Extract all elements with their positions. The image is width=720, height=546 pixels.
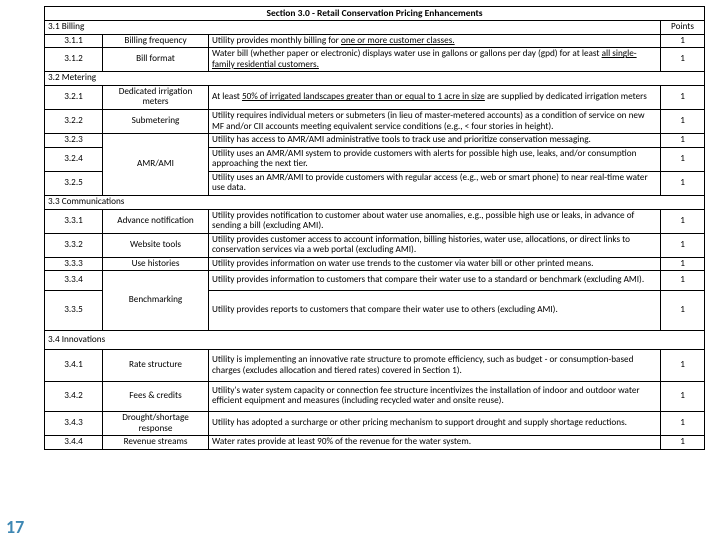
points-header: Points	[661, 20, 705, 34]
row-num: 3.3.4	[45, 271, 103, 291]
row-342: 3.4.2 Fees & credits Utility's water sys…	[45, 381, 705, 411]
row-desc: Utility requires individual meters or su…	[209, 109, 661, 133]
row-label: Advance notification	[103, 209, 209, 233]
row-num: 3.2.2	[45, 109, 103, 133]
desc-text2: are supplied by dedicated irrigation met…	[485, 91, 647, 102]
row-label: Dedicated irrigation meters	[103, 85, 209, 109]
pricing-table: Section 3.0 - Retail Conservation Pricin…	[44, 6, 705, 450]
page: 17 Section 3.0 - Retail Conservation Pri…	[0, 6, 720, 546]
row-343: 3.4.3 Drought/shortage response Utility …	[45, 411, 705, 435]
row-331: 3.3.1 Advance notification Utility provi…	[45, 209, 705, 233]
row-label: Revenue streams	[103, 436, 209, 450]
section-32-header: 3.2 Metering	[45, 72, 705, 86]
row-num: 3.1.2	[45, 48, 103, 72]
row-pts: 1	[661, 271, 705, 291]
row-332: 3.3.2 Website tools Utility provides cus…	[45, 233, 705, 257]
row-num: 3.4.4	[45, 436, 103, 450]
page-number: 17	[6, 516, 24, 538]
row-desc: Utility provides information to customer…	[209, 271, 661, 291]
row-num: 3.2.4	[45, 147, 103, 171]
row-312: 3.1.2 Bill format Water bill (whether pa…	[45, 48, 705, 72]
row-label: Rate structure	[103, 350, 209, 382]
row-label: Bill format	[103, 48, 209, 72]
row-pts: 1	[661, 291, 705, 331]
row-323: 3.2.3 AMR/AMI Utility has access to AMR/…	[45, 134, 705, 148]
row-num: 3.2.5	[45, 171, 103, 195]
row-pts: 1	[661, 209, 705, 233]
row-num: 3.4.3	[45, 411, 103, 435]
row-pts: 1	[661, 147, 705, 171]
row-num: 3.2.3	[45, 134, 103, 148]
row-pts: 1	[661, 171, 705, 195]
row-desc: Utility has adopted a surcharge or other…	[209, 411, 661, 435]
section-34-header: 3.4 Innovations	[45, 330, 705, 350]
table-title: Section 3.0 - Retail Conservation Pricin…	[45, 7, 705, 21]
row-num: 3.3.2	[45, 233, 103, 257]
row-num: 3.4.2	[45, 381, 103, 411]
section-31-header: 3.1 Billing Points	[45, 20, 705, 34]
row-label: Benchmarking	[103, 271, 209, 330]
row-num: 3.2.1	[45, 85, 103, 109]
row-pts: 1	[661, 233, 705, 257]
row-desc: At least 50% of irrigated landscapes gre…	[209, 85, 661, 109]
section-31-label: 3.1 Billing	[45, 20, 661, 34]
row-desc: Water bill (whether paper or electronic)…	[209, 48, 661, 72]
row-desc: Utility is implementing an innovative ra…	[209, 350, 661, 382]
row-label: Website tools	[103, 233, 209, 257]
row-pts: 1	[661, 134, 705, 148]
row-pts: 1	[661, 109, 705, 133]
title-row: Section 3.0 - Retail Conservation Pricin…	[45, 7, 705, 21]
row-desc: Utility's water system capacity or conne…	[209, 381, 661, 411]
section-33-header: 3.3 Communications	[45, 196, 705, 210]
desc-underline: one or more customer classes.	[341, 35, 455, 46]
row-label: AMR/AMI	[103, 134, 209, 196]
section-34-label: 3.4 Innovations	[45, 330, 705, 350]
row-desc: Water rates provide at least 90% of the …	[209, 436, 661, 450]
row-pts: 1	[661, 411, 705, 435]
row-desc: Utility provides customer access to acco…	[209, 233, 661, 257]
desc-text: At least	[212, 91, 242, 102]
row-pts: 1	[661, 350, 705, 382]
row-pts: 1	[661, 85, 705, 109]
row-num: 3.3.3	[45, 257, 103, 271]
row-desc: Utility provides monthly billing for one…	[209, 34, 661, 48]
row-label: Use histories	[103, 257, 209, 271]
row-label: Submetering	[103, 109, 209, 133]
row-344: 3.4.4 Revenue streams Water rates provid…	[45, 436, 705, 450]
row-311: 3.1.1 Billing frequency Utility provides…	[45, 34, 705, 48]
desc-text: Water bill (whether paper or electronic)…	[212, 48, 602, 59]
row-num: 3.3.1	[45, 209, 103, 233]
row-321: 3.2.1 Dedicated irrigation meters At lea…	[45, 85, 705, 109]
row-label: Billing frequency	[103, 34, 209, 48]
row-334: 3.3.4 Benchmarking Utility provides info…	[45, 271, 705, 291]
row-desc: Utility provides reports to customers th…	[209, 291, 661, 331]
row-label: Drought/shortage response	[103, 411, 209, 435]
row-341: 3.4.1 Rate structure Utility is implemen…	[45, 350, 705, 382]
row-label: Fees & credits	[103, 381, 209, 411]
row-num: 3.4.1	[45, 350, 103, 382]
row-pts: 1	[661, 257, 705, 271]
row-num: 3.3.5	[45, 291, 103, 331]
desc-underline: 50% of irrigated landscapes greater than…	[242, 91, 485, 102]
row-num: 3.1.1	[45, 34, 103, 48]
row-pts: 1	[661, 48, 705, 72]
row-pts: 1	[661, 34, 705, 48]
section-32-label: 3.2 Metering	[45, 72, 705, 86]
row-pts: 1	[661, 436, 705, 450]
row-pts: 1	[661, 381, 705, 411]
row-desc: Utility uses an AMR/AMI system to provid…	[209, 147, 661, 171]
section-33-label: 3.3 Communications	[45, 196, 705, 210]
row-desc: Utility provides information on water us…	[209, 257, 661, 271]
row-desc: Utility has access to AMR/AMI administra…	[209, 134, 661, 148]
desc-text: Utility provides monthly billing for	[212, 35, 341, 46]
row-desc: Utility provides notification to custome…	[209, 209, 661, 233]
row-desc: Utility uses an AMR/AMI to provide custo…	[209, 171, 661, 195]
row-322: 3.2.2 Submetering Utility requires indiv…	[45, 109, 705, 133]
row-333: 3.3.3 Use histories Utility provides inf…	[45, 257, 705, 271]
